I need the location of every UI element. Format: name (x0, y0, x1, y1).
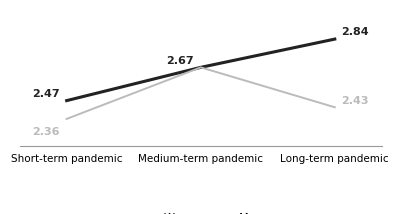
Legend: Women, Men: Women, Men (134, 209, 267, 214)
Text: 2.43: 2.43 (342, 96, 369, 106)
Text: 2.47: 2.47 (32, 89, 60, 99)
Text: 2.67: 2.67 (166, 56, 194, 66)
Text: 2.36: 2.36 (32, 127, 60, 137)
Text: 2.84: 2.84 (342, 27, 369, 37)
